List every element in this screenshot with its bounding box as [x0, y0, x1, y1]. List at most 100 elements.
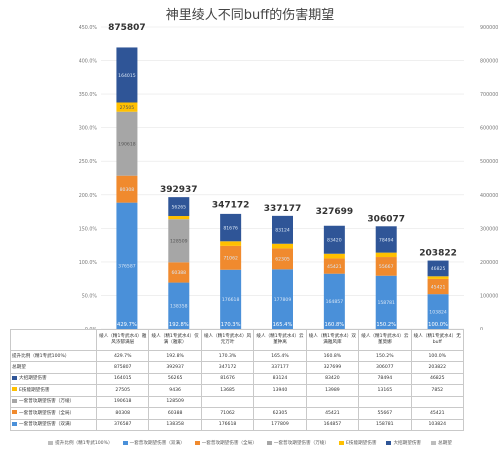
table-cell: 192.8% [148, 349, 202, 363]
segment-label: 83420 [327, 238, 342, 244]
table-cell: 55667 [358, 407, 412, 420]
table-cell: 306077 [358, 361, 412, 374]
table-row-label: 一套普攻期望伤害（万绫） [10, 395, 97, 409]
bar-segment [375, 252, 397, 258]
table-cell: 13685 [200, 384, 255, 397]
segment-label: 128509 [170, 239, 188, 245]
table-cell: 165.4% [253, 349, 307, 363]
table-cell: 392937 [148, 361, 202, 374]
segment-label: 60388 [171, 270, 186, 276]
segment-label: 83124 [275, 228, 290, 234]
table-row: 提升比例（精1专武100%） 429.7% 192.8% 170.3% 165.4% 16… [10, 349, 465, 363]
right-axis-tick-label: 700000 [480, 92, 498, 98]
bar-segment [168, 262, 190, 283]
table-corner [10, 329, 97, 351]
bar-segment [323, 253, 345, 259]
left-axis-tick-label: 150.0% [79, 226, 98, 232]
legend-label: 大招期望伤害 [393, 441, 422, 446]
table-cell: 80308 [95, 407, 150, 420]
row-label-text: E技能期望伤害 [19, 387, 50, 393]
ratio-label: 165.4% [273, 322, 293, 328]
legend-label: 提升比例（精1专武100%） [55, 441, 113, 446]
table-cell: 164015 [95, 372, 150, 386]
left-axis-tick-label: 450.0% [79, 25, 98, 31]
legend-swatch [266, 441, 272, 445]
segment-label: 190618 [118, 142, 136, 148]
segment-label: 45421 [327, 264, 342, 270]
total-label: 327699 [316, 207, 354, 217]
legend-swatch [122, 441, 128, 445]
bar-segment [427, 294, 449, 329]
table-cell: 150.2% [358, 349, 412, 363]
segment-label: 62305 [275, 257, 290, 263]
table-category-header: 绫人（精1专武水4）雅风浓郁满层 [95, 329, 150, 351]
ratio-label: 192.8% [169, 322, 189, 328]
table-row-label: 大招期望伤害 [10, 372, 97, 386]
legend-item: 总期望 [431, 440, 452, 446]
legend-swatch [12, 421, 17, 426]
segment-label: 46825 [431, 266, 446, 272]
right-axis-tick-label: 0 [480, 327, 483, 330]
right-axis-tick-label: 200000 [480, 260, 498, 266]
legend-swatch [431, 441, 437, 445]
bar-segment [272, 215, 293, 244]
table-cell: 164857 [305, 418, 360, 432]
legend-swatch [338, 441, 344, 445]
right-axis-tick-label: 900000 [480, 25, 498, 31]
table-cell: 190618 [95, 395, 150, 409]
right-axis-tick-label: 800000 [480, 59, 498, 65]
chart-legend: 提升比例（精1专武100%） 一套普攻期望伤害（双满） 一套普攻期望伤害（全局） 一套… [0, 437, 500, 449]
table-cell: 71062 [200, 407, 255, 420]
bar-segment [427, 260, 449, 277]
table-cell: 128509 [148, 395, 202, 409]
left-axis-tick-label: 300.0% [79, 126, 98, 132]
table-row: 一套普攻期望伤害（万绫） 190618 128509 [10, 395, 465, 409]
table-row-label: 总期望 [10, 361, 97, 374]
bar-segment [220, 241, 242, 246]
segment-label: 164015 [118, 73, 136, 79]
legend-swatch [12, 410, 17, 415]
table-cell: 78494 [358, 372, 412, 386]
table-cell: 27505 [95, 384, 150, 397]
bar-segment [272, 248, 293, 270]
table-header-row: 绫人（精1专武水4）雅风浓郁满层 绫人（精1专武水4）仅满（雅家） 绫人（精1专武水… [10, 329, 465, 351]
segment-label: 176618 [222, 297, 240, 303]
legend-label: 总期望 [438, 441, 452, 446]
table-cell: 56265 [148, 372, 202, 386]
bar-segment [375, 257, 397, 276]
segment-label: 71062 [223, 256, 238, 262]
legend-swatch [12, 398, 17, 403]
table-cell: 45421 [305, 407, 360, 420]
table-category-header: 绫人（精1专武水4）云堇钟离 [253, 329, 307, 351]
table-cell: 429.7% [95, 349, 150, 363]
segment-label: 81676 [223, 225, 238, 231]
segment-label: 78494 [379, 237, 394, 243]
right-axis-tick-label: 600000 [480, 126, 498, 132]
table-cell: 347172 [200, 361, 255, 374]
bar-segment [427, 278, 449, 295]
table-category-header: 绫人（精1专武水4）云堇莫娜 [358, 329, 412, 351]
row-label-text: 提升比例（精1专武100%） [12, 353, 70, 359]
table-cell [358, 395, 412, 409]
left-axis-tick-label: 50.0% [82, 293, 98, 299]
legend-swatch [194, 441, 200, 445]
table-category-header: 绫人（精1专武水4）无buff [410, 329, 465, 351]
table-cell: 176618 [200, 418, 255, 432]
table-row: 总期望 875807 392937 347172 337177 327699 306077 2… [10, 361, 465, 374]
table-cell: 46825 [410, 372, 465, 386]
bar-segment [220, 269, 242, 329]
table-row: 一套普攻期望伤害（双满） 376587 138358 176618 177809 1648… [10, 418, 465, 432]
left-axis-tick-label: 350.0% [79, 92, 98, 98]
left-axis-tick-label: 0.0% [85, 327, 98, 330]
legend-label: E技能期望伤害 [345, 441, 377, 446]
legend-item: 一套普攻期望伤害（全局） [194, 440, 257, 446]
segment-label: 103824 [429, 309, 447, 315]
table-row: 一套普攻期望伤害（全局） 80308 60388 71062 62305 45421 556… [10, 407, 465, 420]
bar-segment [375, 275, 397, 329]
row-label-text: 一套普攻期望伤害（全局） [19, 410, 75, 416]
ratio-label: 150.2% [376, 322, 396, 328]
legend-item: 一套普攻期望伤害（双满） [122, 440, 185, 446]
table-row: E技能期望伤害 27505 9436 13685 13940 13989 13165 7852 [10, 384, 465, 397]
legend-swatch [12, 375, 17, 380]
left-axis-tick-label: 200.0% [79, 193, 98, 199]
